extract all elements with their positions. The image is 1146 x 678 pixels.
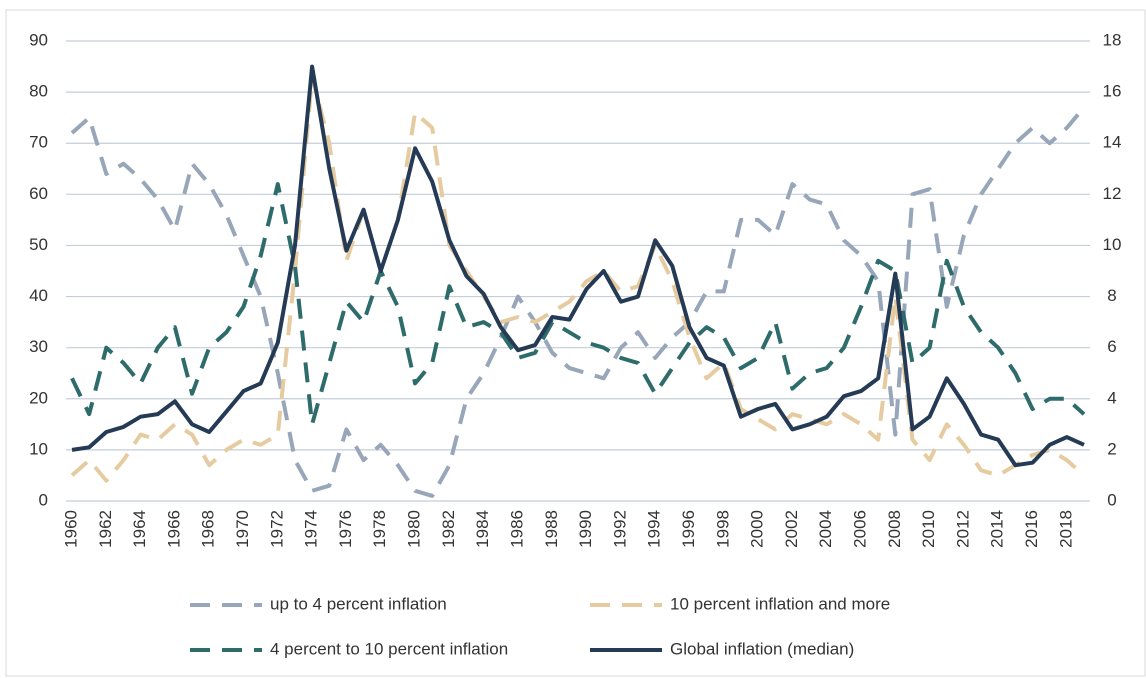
x-tick-label: 1978 — [370, 510, 389, 548]
x-tick-label: 1976 — [336, 510, 355, 548]
y2-tick-label: 10 — [1103, 235, 1122, 254]
x-tick-label: 1980 — [405, 510, 424, 548]
legend-label: 4 percent to 10 percent inflation — [270, 639, 508, 658]
y2-tick-label: 2 — [1107, 439, 1116, 458]
x-tick-label: 2006 — [851, 510, 870, 548]
x-tick-label: 1966 — [164, 510, 183, 548]
x-tick-label: 2012 — [953, 510, 972, 548]
y-tick-label: 40 — [29, 286, 48, 305]
y2-tick-label: 8 — [1107, 286, 1116, 305]
x-tick-label: 1962 — [96, 510, 115, 548]
series-line — [70, 182, 1086, 427]
y2-tick-label: 6 — [1107, 337, 1116, 356]
y2-tick-label: 12 — [1103, 184, 1122, 203]
x-tick-label: 1986 — [507, 510, 526, 548]
x-tick-label: 1972 — [267, 510, 286, 548]
series-line — [70, 106, 1086, 498]
x-tick-label: 1984 — [473, 510, 492, 548]
x-tick-label: 1968 — [199, 510, 218, 548]
y-tick-label: 10 — [29, 439, 48, 458]
x-tick-label: 1996 — [679, 510, 698, 548]
legend-label: Global inflation (median) — [670, 639, 854, 658]
legend-label: 10 percent inflation and more — [670, 594, 890, 613]
x-tick-label: 1982 — [439, 510, 458, 548]
y-tick-label: 90 — [29, 30, 48, 49]
x-tick-label: 1992 — [610, 510, 629, 548]
x-tick-label: 2000 — [748, 510, 767, 548]
chart-frame — [5, 9, 1146, 677]
x-tick-label: 2004 — [816, 510, 835, 548]
series-line — [70, 74, 1086, 483]
x-tick-label: 1998 — [713, 510, 732, 548]
y-tick-label: 80 — [29, 82, 48, 101]
y-tick-label: 60 — [29, 184, 48, 203]
y2-tick-label: 0 — [1107, 490, 1116, 509]
x-tick-label: 1988 — [542, 510, 561, 548]
y2-tick-label: 14 — [1103, 133, 1122, 152]
x-tick-label: 2002 — [782, 510, 801, 548]
x-tick-label: 1974 — [302, 510, 321, 548]
x-tick-label: 2010 — [919, 510, 938, 548]
y-tick-label: 0 — [39, 490, 48, 509]
x-tick-label: 2008 — [885, 510, 904, 548]
x-tick-label: 1994 — [645, 510, 664, 548]
y2-tick-label: 18 — [1103, 30, 1122, 49]
y2-tick-label: 16 — [1103, 82, 1122, 101]
x-tick-label: 2018 — [1056, 510, 1075, 548]
y-tick-label: 70 — [29, 133, 48, 152]
legend-label: up to 4 percent inflation — [270, 594, 447, 613]
x-tick-label: 1990 — [576, 510, 595, 548]
x-tick-label: 2014 — [988, 510, 1007, 548]
x-tick-label: 1960 — [61, 510, 80, 548]
y-tick-label: 20 — [29, 388, 48, 407]
series-line — [71, 64, 1085, 468]
x-tick-label: 2016 — [1022, 510, 1041, 548]
x-tick-label: 1964 — [130, 510, 149, 548]
y-tick-label: 50 — [29, 235, 48, 254]
y2-tick-label: 4 — [1107, 388, 1116, 407]
x-tick-label: 1970 — [233, 510, 252, 548]
y-tick-label: 30 — [29, 337, 48, 356]
